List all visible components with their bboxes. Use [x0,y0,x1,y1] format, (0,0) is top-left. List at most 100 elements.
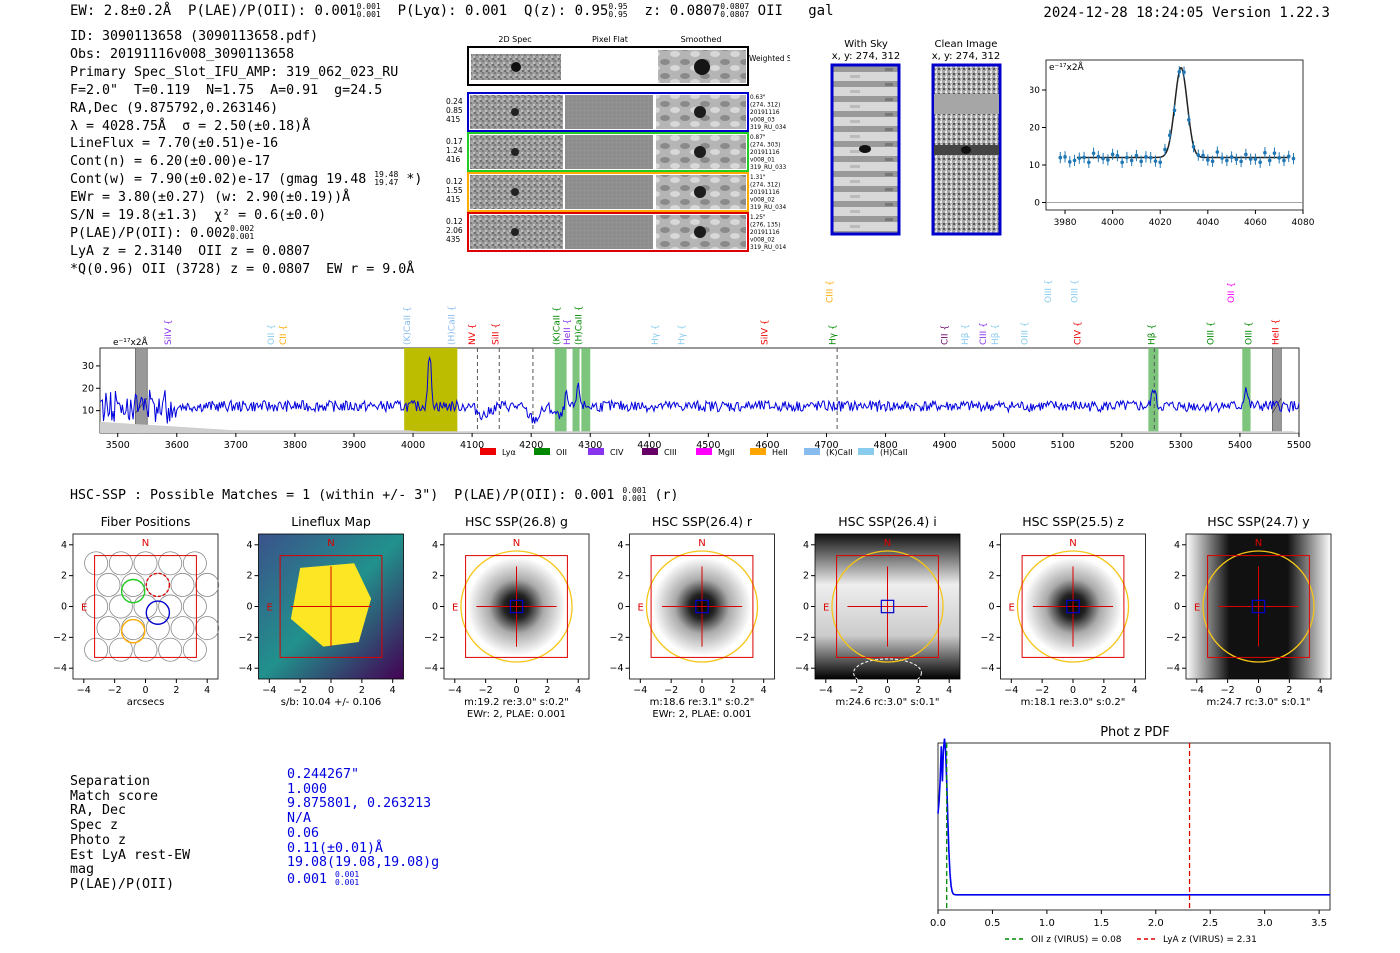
hsc-aperture [1202,550,1315,663]
line-fit-point [1153,159,1158,163]
info-q: *Q(0.96) OII (3728) z = 0.0807 EW r = 9.… [70,261,415,277]
photz-xtick-label: 2.0 [1148,918,1164,929]
hsc-xtick-label: 0 [1255,685,1261,696]
weighted-sum-label-text: Weighted Sum [749,54,790,63]
hsc-xtick-label: −2 [1221,685,1235,696]
hsc-ytick-label: 2 [61,571,67,582]
match-plae-lo: 0.001 [335,877,360,887]
line-fit-ytick-label: 30 [1030,86,1040,96]
spectrum-xtick-label: 4500 [696,440,720,451]
spec-row-right-label: 0.87" [750,135,766,141]
info-fiber: F=2.0" T=0.119 N=1.75 A=0.91 g=24.5 [70,82,383,98]
hsc-panel-title: HSC SSP(25.5) z [1022,514,1124,529]
spec-row-right-label: v008_02 [750,198,775,204]
spec-row-left-label: 415 [446,195,461,204]
fiber-circle [121,572,146,597]
spectrum-legend-label: MgII [718,448,735,457]
line-fit-point [1277,156,1282,160]
hsc-xtick-label: 0 [142,685,148,696]
hsc-box [465,555,568,658]
hsc-ytick-label: 4 [61,540,67,551]
hsc-ytick-label: −4 [795,663,809,674]
line-fit-ytick-label: 0 [1034,199,1040,209]
hsc-xtick-label: 0 [513,685,519,696]
info-lineflux: LineFlux = 7.70(±0.51)e-16 [70,136,279,152]
weighted-sum-label: Weighted Sum [749,54,790,63]
hsc-xtick-label: 2 [544,685,550,696]
hsc-xtick-label: 4 [1317,685,1323,696]
line-fit-point [1058,155,1063,160]
spec-row-right-label: 319_RU_033 [750,165,787,171]
line-fit-point [1215,150,1220,154]
hsc-xtick-label: −4 [448,685,462,696]
hsc-ytick-label: 4 [617,540,623,551]
spec-row-flat [565,215,653,249]
spectrum-xtick-label: 3500 [106,440,130,451]
spectrum-line-band [1148,348,1159,433]
line-fit-point [1206,158,1210,162]
hsc-xtick-label: 2 [730,685,736,696]
hsc-ytick-label: −4 [238,663,252,674]
fiber-circle [195,572,220,597]
spectrum-xtick-label: 5500 [1287,440,1311,451]
spec-row-smoothed-source [694,106,706,118]
line-fit-point [1115,153,1120,158]
line-fit-point [1139,159,1143,164]
match-value-specz: N/A [287,811,312,827]
line-fit-point [1258,160,1262,165]
hsc-east-label: E [823,603,829,614]
spectrum-ytick-label: 20 [82,383,94,394]
line-fit-point [1225,158,1229,163]
line-fit-xtick-label: 4020 [1149,218,1172,228]
hsc-summary-text: HSC-SSP : Possible Matches = 1 (within +… [70,488,615,503]
match-label-score: Match score [70,788,159,804]
hsc-xtick-label: −4 [262,685,276,696]
line-fit-point [1282,158,1286,163]
line-fit-point [1220,156,1224,160]
spec-row-right-label: v008_01 [750,158,775,164]
spectrum-line-band [572,348,580,433]
spectrum-line-label: HeII { [563,319,573,345]
hsc-panel-title: HSC SSP(26.8) g [465,514,568,529]
hsc-xtick-label: 0 [884,685,890,696]
spectrum-xtick-label: 5100 [1051,440,1075,451]
hsc-caption: s/b: 10.04 +/- 0.106 [281,697,381,708]
hsc-xtick-label: −2 [108,685,122,696]
hsc-north-label: N [327,538,334,549]
line-fit-point [1234,157,1239,162]
spec-row-right-label: (276, 135) [750,223,780,229]
hsc-aperture [645,550,759,663]
header-class: gal [808,3,834,19]
hsc-ytick-label: 4 [988,540,994,551]
line-fit-point [1210,159,1215,164]
weighted-sum-smoothed-source [694,59,710,75]
hsc-xtick-label: 2 [173,685,179,696]
hsc-caption: m:24.6 rc:3.0" s:0.1" [835,697,939,708]
hsc-ytick-label: 4 [432,540,438,551]
hsc-box [836,555,939,658]
line-fit-point [1253,157,1258,161]
hsc-ytick-label: 0 [1174,602,1180,613]
spectrum-xtick-label: 4800 [873,440,897,451]
match-plae-frac: 0.001 0.001 [335,870,360,887]
hsc-xtick-label: 0 [328,685,334,696]
hsc-ytick-label: 4 [1174,540,1180,551]
hsc-ytick-label: 4 [803,540,809,551]
fiber-circle [84,551,109,576]
spectrum-line-label: OIII { [1044,279,1054,303]
hsc-xtick-label: −2 [664,685,678,696]
photz-xtick-label: 0.0 [930,918,946,929]
fiber-circle [158,551,183,576]
photz-xtick-label: 3.0 [1257,918,1273,929]
line-fit-ytick-label: 10 [1030,161,1040,171]
line-fit-point [1191,144,1196,149]
hsc-east-label: E [267,603,273,614]
hsc-xtick-label: −2 [850,685,864,696]
hsc-xtick-label: 4 [390,685,396,696]
spec-row-smoothed-source [694,186,706,198]
hsc-xtick-label: −4 [819,685,833,696]
hsc-box [94,555,197,658]
match-value-plae-text: 0.001 [287,871,328,887]
fiber-circle [170,616,195,641]
hsc-caption: arcsecs [127,697,165,708]
